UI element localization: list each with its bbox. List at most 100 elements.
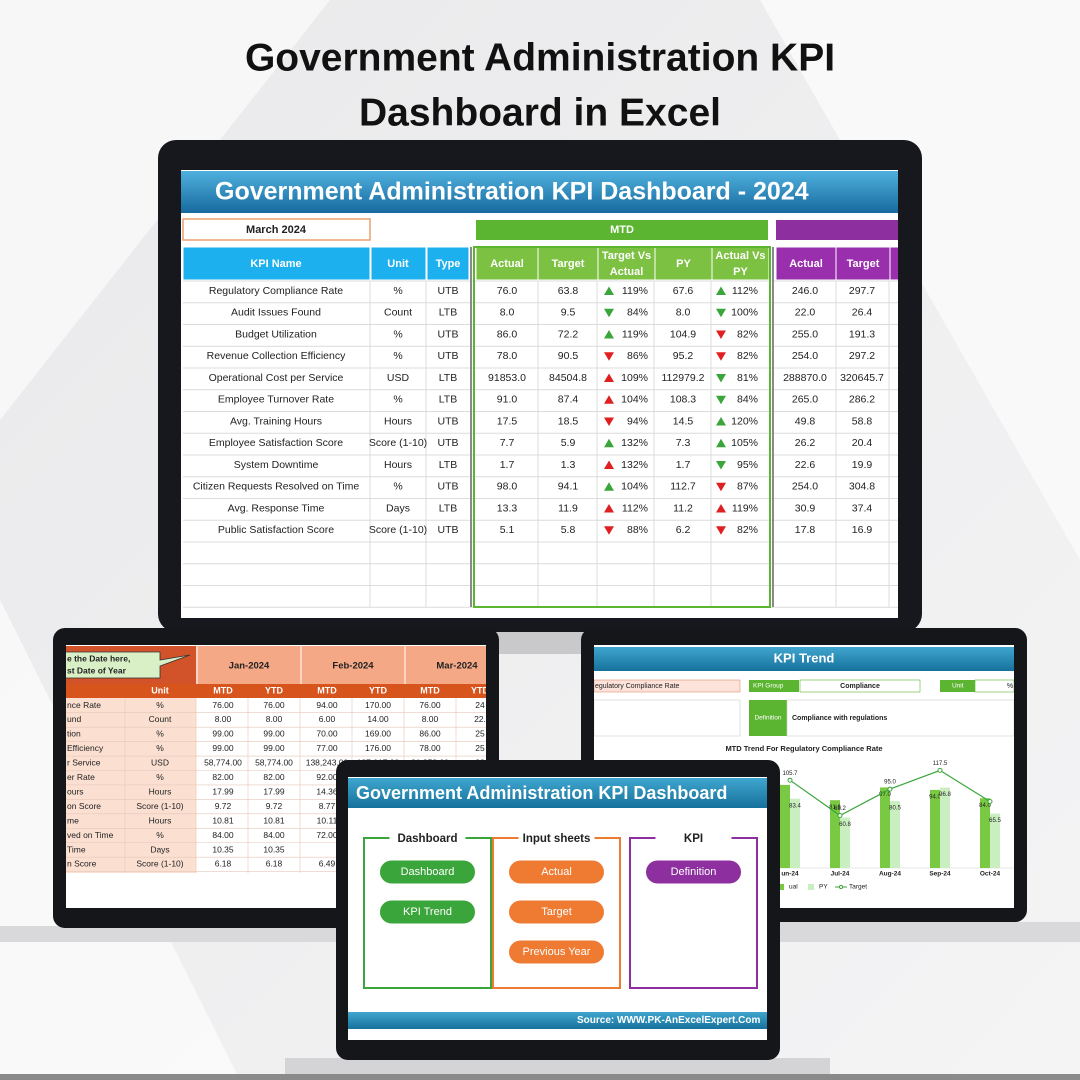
kpi-name: ours — [67, 786, 84, 796]
mtd-py: 112979.2 — [661, 372, 704, 384]
nav-button-label[interactable]: Target — [541, 906, 572, 918]
status-arrow — [716, 395, 726, 405]
actual-vs-py: 81% — [737, 372, 758, 384]
kpi-name: Operational Cost per Service — [209, 372, 344, 384]
target-vs-actual: 88% — [627, 524, 648, 536]
kpi-unit: USD — [151, 758, 169, 768]
ytd-target: 320645.7 — [840, 372, 884, 384]
mtd-bar — [476, 220, 768, 240]
x-tick-label: Sep-24 — [929, 871, 951, 878]
cell-value: 76.00 — [263, 700, 285, 710]
kpi-name: Citizen Requests Resolved on Time — [193, 481, 359, 493]
nav-button[interactable] — [508, 939, 605, 965]
legend-label: ual — [789, 884, 798, 891]
status-arrow — [716, 286, 726, 295]
mtd-actual: 5.1 — [500, 524, 515, 536]
nav-button[interactable] — [645, 859, 742, 885]
cell-value: 72.00 — [316, 830, 338, 840]
kpi-unit: % — [156, 729, 164, 739]
section-title: Dashboard — [397, 833, 457, 845]
header-cell — [182, 246, 371, 281]
legend-swatch — [838, 884, 844, 890]
nav-button-label[interactable]: Definition — [671, 866, 717, 878]
cell-value: 58,774.00 — [204, 758, 242, 768]
kpi-unit: % — [393, 350, 402, 362]
header-cell — [654, 246, 713, 281]
bar — [830, 800, 840, 868]
main-dashboard: Government Administration KPI Dashboard … — [181, 171, 898, 608]
nav-button[interactable] — [379, 859, 476, 885]
kpi-unit: % — [156, 830, 164, 840]
status-arrow — [604, 526, 614, 535]
cell-value: 170.00 — [365, 700, 391, 710]
kpi-unit: Score (1-10) — [369, 524, 427, 536]
section-title-bg — [655, 830, 732, 846]
kpi-unit: Hours — [384, 459, 412, 471]
target-vs-actual: 86% — [627, 350, 648, 362]
actual-vs-py: 82% — [737, 328, 758, 340]
mtd-py: 7.3 — [676, 437, 691, 449]
header-label: PY — [676, 258, 691, 270]
cell-value: 10.35 — [263, 844, 285, 854]
legend-swatch — [808, 884, 814, 890]
kpi-trend: KPI Trend egulatory Compliance Rate KPI Gr… — [594, 647, 1014, 891]
actual-vs-py: 95% — [737, 459, 758, 471]
kpi-name: Regulatory Compliance Rate — [209, 285, 343, 297]
header-label: Actual — [789, 258, 823, 270]
ytd-target: 26.4 — [852, 307, 873, 319]
data-label: 84.0 — [979, 803, 991, 809]
nav-button-label[interactable]: Previous Year — [523, 946, 591, 958]
kpi-type: UTB — [438, 481, 459, 493]
nav-button[interactable] — [508, 859, 605, 885]
chart-title: MTD Trend For Regulatory Compliance Rate — [725, 744, 882, 753]
kpi-type: UTB — [438, 524, 459, 536]
status-arrow — [716, 482, 726, 492]
kpi-unit: % — [156, 700, 164, 710]
status-arrow — [716, 504, 726, 513]
mtd-actual: 17.5 — [497, 415, 518, 427]
header-label: Actual — [610, 266, 644, 278]
blank-box — [594, 699, 741, 737]
mtd-py: 8.0 — [676, 307, 691, 319]
bar — [980, 798, 990, 868]
cell-value: 78.00 — [419, 743, 441, 753]
footer-bar — [348, 1012, 767, 1029]
kpi-type: UTB — [438, 437, 459, 449]
nav-button-label[interactable]: KPI Trend — [403, 906, 452, 918]
nav-button-label[interactable]: Dashboard — [401, 866, 455, 878]
kpi-unit: USD — [387, 372, 410, 384]
ytd-actual: 254.0 — [792, 350, 818, 362]
cell-value: 99.00 — [212, 729, 234, 739]
bar — [840, 817, 850, 868]
kpi-name: Budget Utilization — [235, 328, 317, 340]
cell-value: 6.18 — [215, 859, 232, 869]
kpi-name: Employee Turnover Rate — [218, 394, 334, 406]
nav-button-label[interactable]: Actual — [541, 866, 572, 878]
home-menu: Government Administration KPI Dashboard D… — [348, 778, 767, 1029]
header-cell — [426, 246, 470, 281]
mtd-actual: 91.0 — [497, 394, 518, 406]
cell-value: 17.99 — [263, 786, 285, 796]
mtd-py: 6.2 — [676, 524, 691, 536]
status-arrow — [716, 374, 726, 383]
definition-label: Definition — [754, 715, 781, 722]
section-title-bg — [389, 830, 466, 846]
kpi-unit: % — [393, 481, 402, 493]
cell-value: 10.35 — [212, 844, 234, 854]
banner — [348, 778, 767, 808]
legend-label: Target — [849, 884, 867, 891]
header-cell — [889, 246, 898, 281]
header-label: Target — [552, 258, 585, 270]
ytd-actual: 265.0 — [792, 394, 818, 406]
mtd-target: 87.4 — [558, 394, 579, 406]
ytd-target: 16.9 — [852, 524, 873, 536]
kpi-name: me — [67, 815, 79, 825]
footer-text: Source: WWW.PK-AnExcelExpert.Com — [577, 1015, 760, 1026]
kpi-type: UTB — [438, 285, 459, 297]
kpi-unit: % — [156, 772, 164, 782]
header-cell — [711, 246, 770, 281]
nav-button[interactable] — [508, 899, 605, 925]
status-arrow — [716, 308, 726, 318]
nav-button[interactable] — [379, 899, 476, 925]
mtd-target: 5.8 — [561, 524, 576, 536]
